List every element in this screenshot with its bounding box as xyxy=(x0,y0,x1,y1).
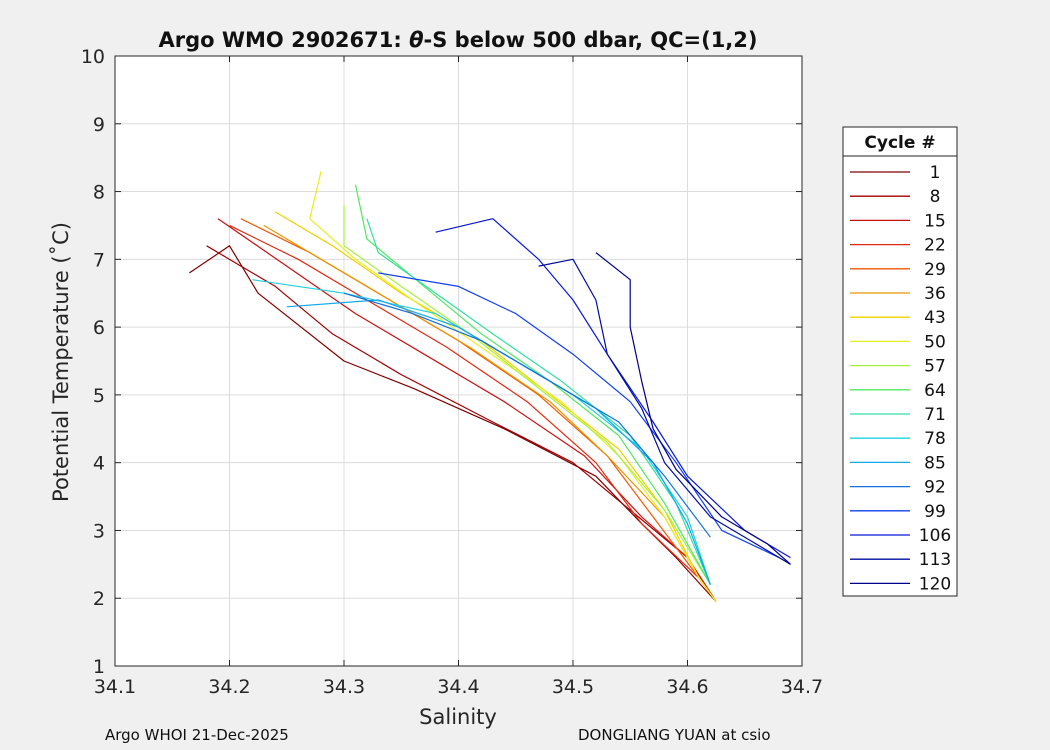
y-tick-label: 3 xyxy=(93,520,105,542)
title-prefix: Argo WMO 2902671: xyxy=(158,28,409,52)
legend-label: 85 xyxy=(924,453,946,473)
series-line-cycle-15 xyxy=(217,218,717,602)
legend-label: 36 xyxy=(924,284,946,304)
x-tick-label: 34.4 xyxy=(437,676,479,698)
axis-ticks xyxy=(114,55,803,667)
series-line-cycle-113 xyxy=(538,258,791,565)
legend-label: 120 xyxy=(919,574,951,594)
legend-label: 64 xyxy=(924,381,946,401)
legend-label: 106 xyxy=(919,526,951,546)
series-line-cycle-92 xyxy=(343,292,711,538)
legend-label: 43 xyxy=(924,308,946,328)
legend-box xyxy=(842,126,958,597)
series-line-cycle-43 xyxy=(274,211,717,602)
series-line-cycle-57 xyxy=(343,205,711,586)
legend-label: 71 xyxy=(924,405,946,425)
x-axis-label: Salinity xyxy=(419,705,497,729)
legend-label: 99 xyxy=(924,502,946,522)
legend: Cycle # 18152229364350576471788592991061… xyxy=(842,126,958,597)
y-axis-label: Potential Temperature (˚C) xyxy=(49,222,73,502)
x-tick-label: 34.6 xyxy=(666,676,708,698)
y-tick-label: 8 xyxy=(93,182,105,204)
y-tick-label: 7 xyxy=(93,249,105,271)
series-group xyxy=(189,171,791,603)
legend-label: 22 xyxy=(924,236,946,256)
legend-label: 78 xyxy=(924,429,946,449)
y-tick-label: 4 xyxy=(93,453,105,475)
legend-label: 92 xyxy=(924,478,946,498)
y-tick-label: 5 xyxy=(93,385,105,407)
x-tick-label: 34.3 xyxy=(323,676,365,698)
legend-title: Cycle # xyxy=(864,133,935,153)
y-tick-label: 6 xyxy=(93,317,105,339)
y-tick-label: 2 xyxy=(93,588,105,610)
x-tick-label: 34.2 xyxy=(208,676,250,698)
y-tick-label: 1 xyxy=(93,656,105,678)
legend-label: 8 xyxy=(930,187,941,207)
legend-label: 29 xyxy=(924,260,946,280)
series-line-cycle-22 xyxy=(229,224,717,602)
series-line-cycle-71 xyxy=(366,218,711,585)
legend-label: 50 xyxy=(924,332,946,352)
x-tick-label: 34.1 xyxy=(94,676,136,698)
y-tick-labels: 1 2 3 4 5 6 7 8 9 10 xyxy=(81,46,105,678)
footer-right: DONGLIANG YUAN at csio xyxy=(578,726,771,744)
y-tick-label: 10 xyxy=(81,46,105,68)
y-tick-label: 9 xyxy=(93,114,105,136)
legend-entries: 1 8 15 22 29 36 43 50 57 64 71 78 85 92 99 106 113 120 xyxy=(850,163,951,594)
footer-left: Argo WHOI 21-Dec-2025 xyxy=(105,726,289,744)
x-tick-label: 34.7 xyxy=(781,676,823,698)
title-suffix: -S below 500 dbar, QC=(1,2) xyxy=(424,28,758,52)
legend-label: 113 xyxy=(919,550,951,570)
x-tick-labels: 34.1 34.2 34.3 34.4 34.5 34.6 34.7 xyxy=(94,676,823,698)
series-line-cycle-8 xyxy=(206,245,717,602)
title-theta: θ xyxy=(409,28,423,52)
legend-label: 57 xyxy=(924,357,946,377)
legend-label: 1 xyxy=(930,163,941,183)
chart-title: Argo WMO 2902671: θ-S below 500 dbar, QC… xyxy=(158,28,757,52)
legend-label: 15 xyxy=(924,211,946,231)
x-tick-label: 34.5 xyxy=(552,676,594,698)
series-line-cycle-120 xyxy=(595,252,791,565)
